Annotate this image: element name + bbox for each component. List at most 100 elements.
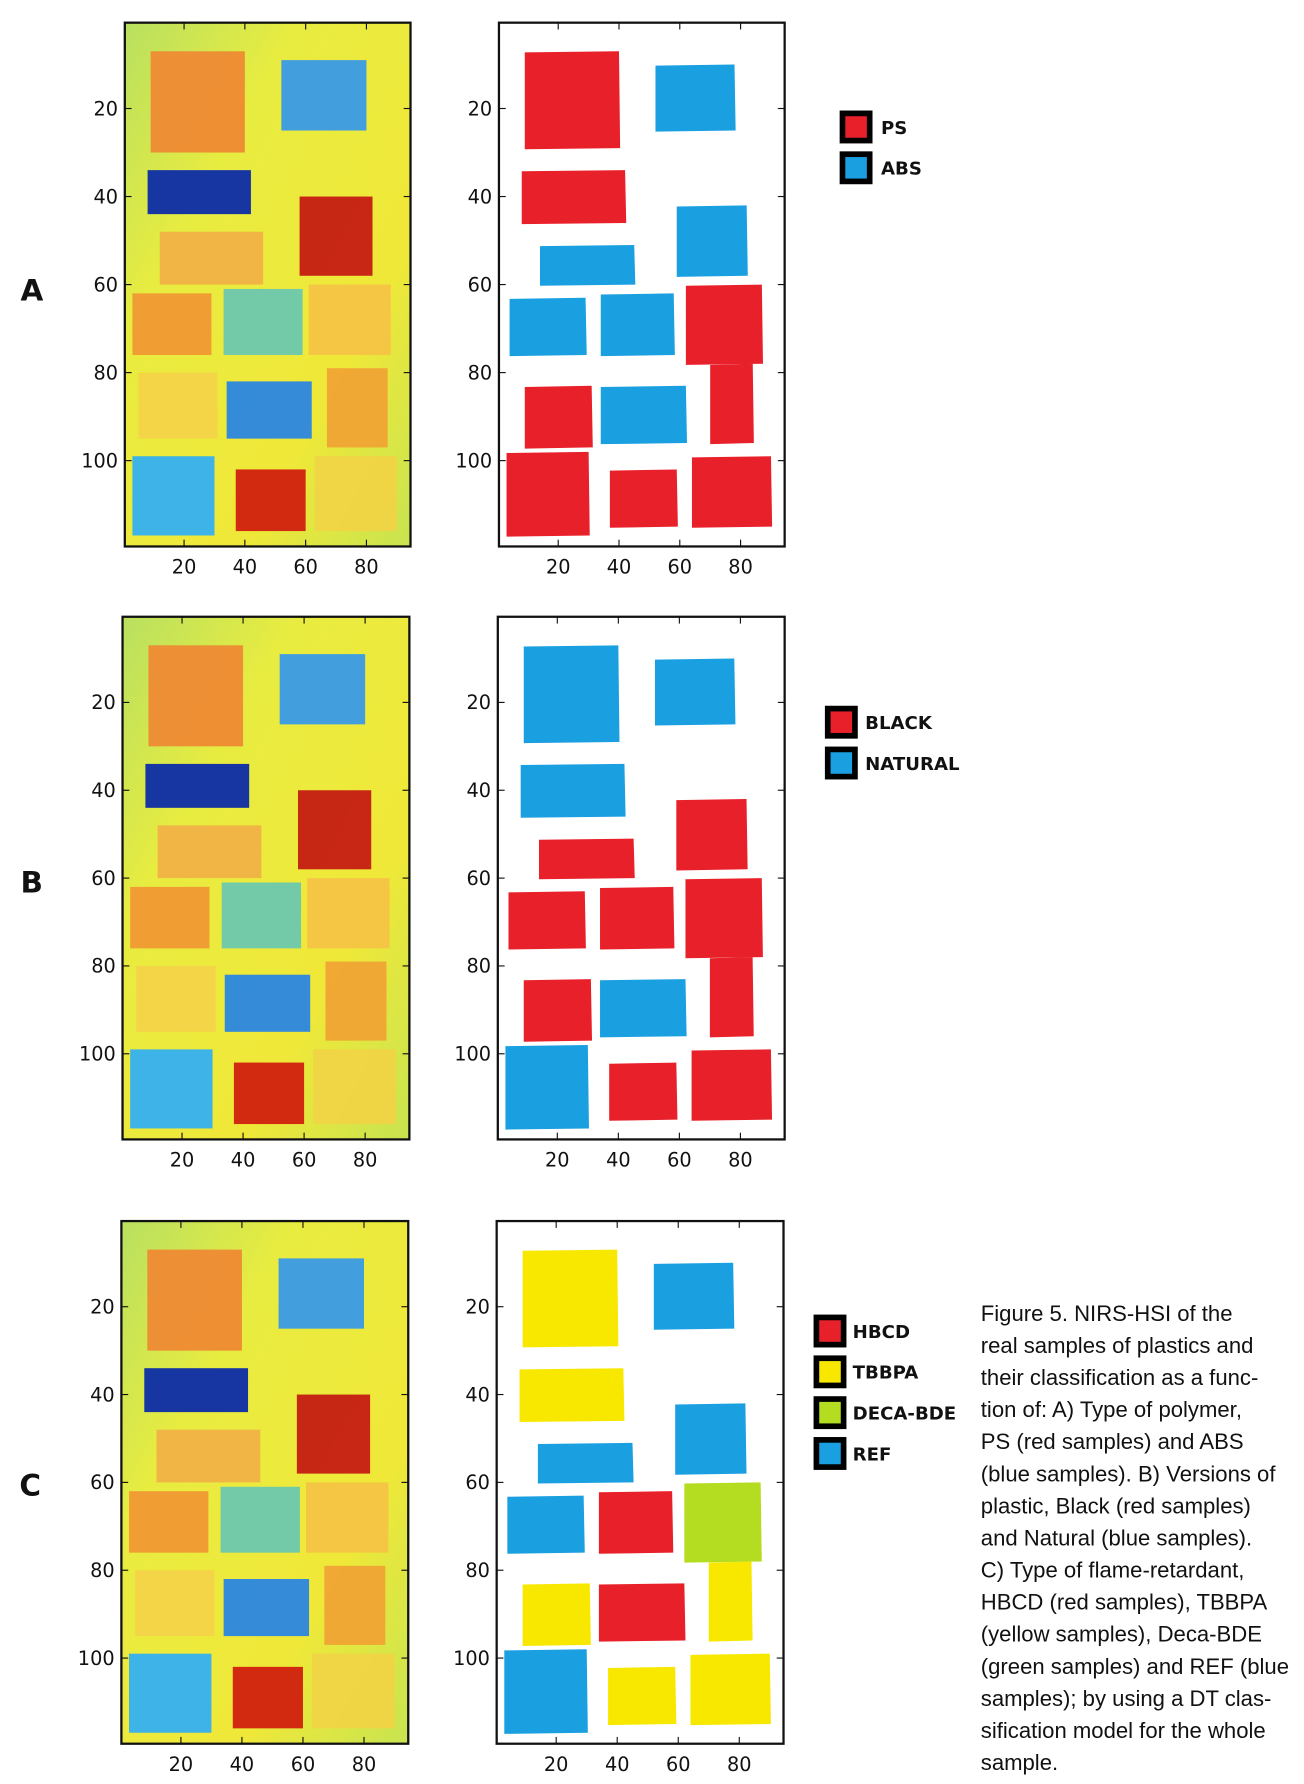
caption-line: real samples of plastics and [981,1333,1254,1358]
legend-swatch [824,746,858,780]
classified-sample [609,469,678,528]
x-tick-label: 60 [291,1753,316,1776]
classified-sample [537,1442,634,1484]
y-tick-label: 80 [91,955,116,978]
sample-image [233,1062,305,1125]
x-tick-label: 20 [546,556,571,579]
caption-line: PS (red samples) and ABS [981,1429,1244,1454]
sample-image [138,372,218,439]
legend-swatch [839,151,873,185]
panel-letter: A [20,273,43,307]
sample-image [157,825,262,879]
y-tick-label: 40 [465,1383,490,1406]
classified-sample [691,1049,773,1121]
sample-image [314,456,397,532]
classified-sample [519,1368,625,1423]
classified-sample [709,957,754,1038]
classified-sample [598,1583,686,1642]
y-tick-label: 80 [465,1559,490,1582]
sample-image [159,231,264,285]
sample-image [235,469,306,532]
x-tick-label: 40 [231,1149,256,1172]
legend-swatch [813,1314,847,1348]
caption-line: sample. [981,1750,1058,1775]
x-tick-label: 60 [293,556,318,579]
sample-image [130,1049,213,1129]
caption-line: and Natural (blue samples). [981,1525,1252,1550]
x-tick-label: 60 [667,1149,692,1172]
x-tick-label: 80 [728,1149,753,1172]
classified-sample [524,385,593,449]
classified-sample [539,838,635,880]
x-tick-label: 40 [606,1149,631,1172]
classified-sample [539,244,636,286]
x-tick-label: 40 [605,1753,630,1776]
x-tick-label: 20 [172,556,197,579]
sample-image [135,1570,215,1637]
classified-sample [521,170,627,225]
x-tick-label: 80 [352,1753,377,1776]
sample-image [281,60,367,131]
legend-label: BLACK [865,713,933,734]
sample-image [232,1666,303,1729]
sample-image [226,381,312,439]
sample-image [313,1049,396,1125]
legend-label: REF [853,1444,892,1465]
x-tick-label: 80 [354,556,379,579]
x-tick-label: 40 [233,556,258,579]
hyperspectral-image: 20 40 60 80 20 40 60 80 100 [78,1219,410,1776]
y-tick-label: 60 [465,1471,490,1494]
classified-sample [685,878,763,959]
sample-image [147,170,251,215]
classification-map: 20 40 60 80 20 40 60 80 100 [454,615,786,1172]
hyperspectral-image: 20 40 60 80 20 40 60 80 100 [79,615,411,1172]
classified-sample [609,1062,678,1121]
classified-sample [653,1262,735,1330]
legend-label: HBCD [853,1322,910,1343]
classified-sample [676,799,748,871]
classified-sample [522,1249,619,1348]
sample-image [220,1486,300,1553]
caption-line: plastic, Black (red samples) [981,1493,1251,1518]
sample-image [150,51,245,153]
caption-line: Figure 5. NIRS-HSI of the [981,1301,1233,1326]
classified-sample [675,1403,747,1475]
sample-image [312,1653,395,1729]
classified-sample [600,385,688,445]
classified-sample [710,363,754,445]
sample-image [132,293,212,355]
y-tick-label: 80 [468,361,493,384]
legend-swatch [813,1355,847,1389]
classified-sample [685,284,763,365]
y-tick-label: 60 [93,273,118,296]
classified-sample [600,979,687,1038]
sample-image [278,1258,364,1329]
y-tick-label: 20 [91,691,116,714]
classification-map: 20 40 60 80 20 40 60 80 100 [455,21,786,579]
caption-line: samples); by using a DT clas- [981,1686,1272,1711]
classified-sample [507,1495,585,1554]
legend-swatch [824,705,858,739]
y-tick-label: 40 [93,185,118,208]
classified-sample [508,891,586,950]
y-tick-label: 100 [81,449,118,472]
sample-image [324,1565,386,1645]
legend-swatch [813,1396,847,1430]
caption-line: their classification as a func- [981,1365,1259,1390]
classified-sample [608,1666,677,1726]
y-tick-label: 60 [91,867,116,890]
x-tick-label: 20 [169,1753,194,1776]
y-tick-label: 60 [90,1471,115,1494]
classified-sample [522,1583,591,1647]
y-tick-label: 20 [93,97,118,120]
classified-sample [691,456,773,528]
classified-sample [524,51,621,150]
legend-swatch [839,110,873,144]
x-tick-label: 20 [544,1753,569,1776]
sample-image [308,284,391,355]
y-tick-label: 40 [466,779,491,802]
y-tick-label: 60 [468,273,493,296]
caption-line: (yellow samples), Deca-BDE [981,1622,1262,1647]
caption-line: (blue samples). B) Versions of [981,1461,1277,1486]
